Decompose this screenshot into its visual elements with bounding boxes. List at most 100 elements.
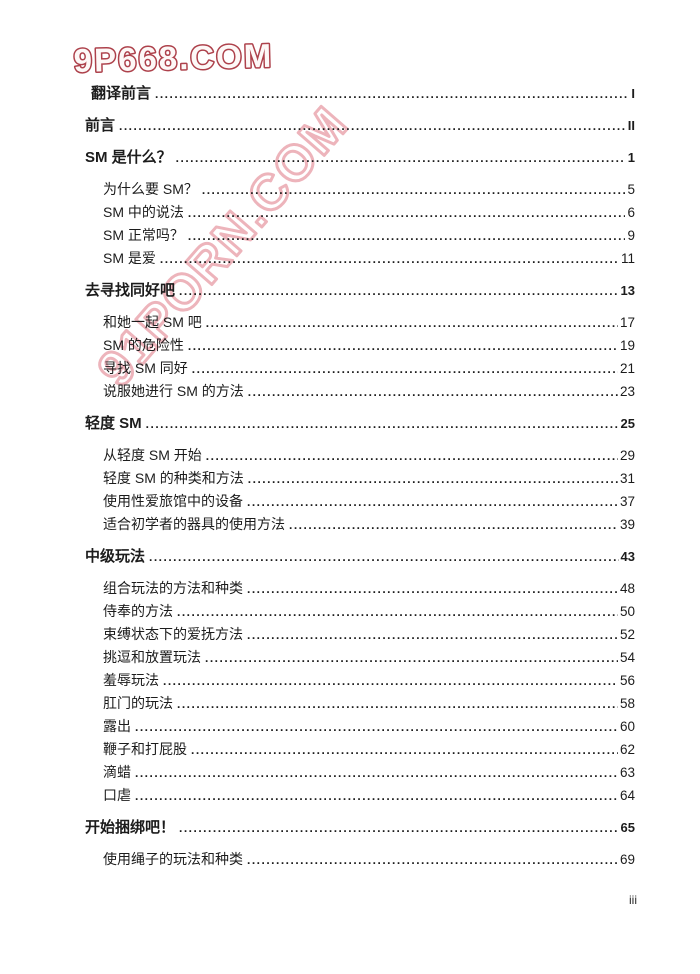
toc-entry[interactable]: 说服她进行 SM 的方法 23 (85, 380, 635, 403)
toc-entry-page-number: 52 (619, 627, 635, 642)
toc-entry[interactable]: SM 是什么？ 1 (85, 146, 635, 169)
toc-entry[interactable]: 挑逗和放置玩法 54 (85, 646, 635, 669)
toc-entry-page-number: 11 (620, 251, 635, 266)
toc-entry-page-number: 23 (619, 384, 635, 399)
dot-leader (206, 445, 618, 468)
toc-entry-title: 羞辱玩法 (103, 672, 159, 688)
toc-entry-title: 使用性爱旅馆中的设备 (103, 493, 243, 509)
toc-entry-page-number: 5 (627, 182, 635, 197)
dot-leader (146, 413, 619, 436)
toc-entry-title: 前言 (85, 117, 116, 134)
toc-entry[interactable]: 从轻度 SM 开始 29 (85, 444, 635, 467)
toc-entry-title: 轻度 SM (85, 415, 142, 432)
toc-entry-page-number: 29 (619, 448, 635, 463)
toc-entry-title: 说服她进行 SM 的方法 (103, 383, 244, 399)
toc-entry[interactable]: 羞辱玩法 56 (85, 669, 635, 692)
dot-leader (188, 202, 626, 225)
toc-entry[interactable]: 滴蜡 63 (85, 761, 635, 784)
toc-entry-title: 组合玩法的方法和种类 (103, 580, 243, 596)
toc-entry-title: SM 中的说法 (103, 204, 184, 220)
toc-entry-page-number: 13 (620, 283, 635, 298)
toc-entry-page-number: 54 (619, 650, 635, 665)
toc-entry[interactable]: 侍奉的方法 50 (85, 600, 635, 623)
toc-entry-page-number: 39 (619, 517, 635, 532)
dot-leader (191, 739, 618, 762)
toc-entry-page-number: 48 (619, 581, 635, 596)
toc-entry-page-number: 65 (620, 820, 635, 835)
toc-entry[interactable]: 轻度 SM 25 (85, 412, 635, 435)
toc-entry-title: 为什么要 SM？ (103, 181, 198, 197)
toc-entry[interactable]: 寻找 SM 同好 21 (85, 357, 635, 380)
toc-entry[interactable]: SM 是爱 11 (85, 247, 635, 270)
toc-entry-title: SM 是爱 (103, 250, 156, 266)
dot-leader (135, 785, 618, 808)
toc-entry[interactable]: 组合玩法的方法和种类 48 (85, 577, 635, 600)
toc-entry-title: 挑逗和放置玩法 (103, 649, 201, 665)
toc-entry[interactable]: SM 中的说法 6 (85, 201, 635, 224)
toc-entry-title: 口虐 (103, 787, 131, 803)
dot-leader (247, 491, 618, 514)
toc-entry[interactable]: 使用绳子的玩法和种类 69 (85, 848, 635, 871)
toc-entry-title: 肛门的玩法 (103, 695, 173, 711)
toc-entry-page-number: 9 (627, 228, 635, 243)
dot-leader (135, 716, 618, 739)
toc-entry-page-number: 62 (619, 742, 635, 757)
toc-entry-page-number: 19 (619, 338, 635, 353)
toc-entry[interactable]: 中级玩法 43 (85, 545, 635, 568)
dot-leader (176, 147, 626, 170)
toc-entry[interactable]: 开始捆绑吧！ 65 (85, 816, 635, 839)
dot-leader (163, 670, 618, 693)
toc-entry-title: 从轻度 SM 开始 (103, 447, 202, 463)
toc-entry-page-number: 31 (619, 471, 635, 486)
dot-leader (119, 115, 626, 138)
toc-entry-page-number: 63 (619, 765, 635, 780)
toc-entry[interactable]: 肛门的玩法 58 (85, 692, 635, 715)
dot-leader (149, 546, 619, 569)
toc-entry-page-number: 50 (619, 604, 635, 619)
toc-entry-title: 去寻找同好吧 (85, 282, 176, 299)
toc-entry-title: 开始捆绑吧！ (85, 819, 176, 836)
toc-entry[interactable]: 适合初学者的器具的使用方法 39 (85, 513, 635, 536)
toc-entry[interactable]: 口虐 64 (85, 784, 635, 807)
toc-entry[interactable]: 翻译前言 I (85, 82, 635, 105)
dot-leader (206, 312, 618, 335)
toc-entry[interactable]: 使用性爱旅馆中的设备 37 (85, 490, 635, 513)
toc-entry-page-number: 64 (619, 788, 635, 803)
dot-leader (247, 849, 618, 872)
toc-entry[interactable]: 前言 II (85, 114, 635, 137)
dot-leader (248, 381, 618, 404)
toc-entry[interactable]: 束缚状态下的爱抚方法 52 (85, 623, 635, 646)
toc-entry-title: 滴蜡 (103, 764, 131, 780)
dot-leader (248, 468, 618, 491)
toc-entry-page-number: 37 (619, 494, 635, 509)
toc-entry[interactable]: 去寻找同好吧 13 (85, 279, 635, 302)
toc-entry-page-number: 43 (620, 549, 635, 564)
toc-entry-page-number: 69 (619, 852, 635, 867)
toc-entry-page-number: 21 (619, 361, 635, 376)
toc-entry[interactable]: 和她一起 SM 吧 17 (85, 311, 635, 334)
watermark-top: 9P668.COM (72, 35, 275, 80)
toc-entry-title: SM 的危险性 (103, 337, 184, 353)
toc-entry-title: 鞭子和打屁股 (103, 741, 187, 757)
toc-entry-page-number: 1 (627, 150, 635, 165)
toc-entry-title: 和她一起 SM 吧 (103, 314, 202, 330)
dot-leader (188, 335, 618, 358)
dot-leader (202, 179, 626, 202)
toc-entry-title: 使用绳子的玩法和种类 (103, 851, 243, 867)
toc-entry-page-number: 25 (620, 416, 635, 431)
toc-entry-title: 寻找 SM 同好 (103, 360, 188, 376)
toc-entry[interactable]: SM 正常吗？ 9 (85, 224, 635, 247)
toc-entry[interactable]: 鞭子和打屁股 62 (85, 738, 635, 761)
toc-entry[interactable]: 露出 60 (85, 715, 635, 738)
toc-entry[interactable]: SM 的危险性 19 (85, 334, 635, 357)
dot-leader (188, 225, 626, 248)
toc-entry-title: 侍奉的方法 (103, 603, 173, 619)
toc-entry-title: 轻度 SM 的种类和方法 (103, 470, 244, 486)
dot-leader (205, 647, 618, 670)
toc-entry[interactable]: 为什么要 SM？ 5 (85, 178, 635, 201)
toc-entry-page-number: 6 (627, 205, 635, 220)
toc-entry-title: 中级玩法 (85, 548, 146, 565)
dot-leader (179, 817, 619, 840)
toc-entry[interactable]: 轻度 SM 的种类和方法 31 (85, 467, 635, 490)
dot-leader (135, 762, 618, 785)
